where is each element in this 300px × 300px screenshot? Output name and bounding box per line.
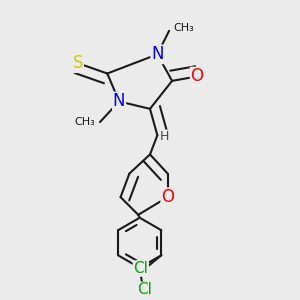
Text: CH₃: CH₃	[173, 23, 194, 34]
Text: Cl: Cl	[133, 261, 148, 276]
Text: S: S	[73, 54, 83, 72]
Text: O: O	[161, 188, 174, 206]
Text: O: O	[190, 68, 204, 85]
Text: Cl: Cl	[137, 282, 152, 297]
Text: CH₃: CH₃	[75, 117, 95, 127]
Text: N: N	[151, 45, 164, 63]
Text: N: N	[113, 92, 125, 110]
Text: H: H	[160, 130, 169, 143]
